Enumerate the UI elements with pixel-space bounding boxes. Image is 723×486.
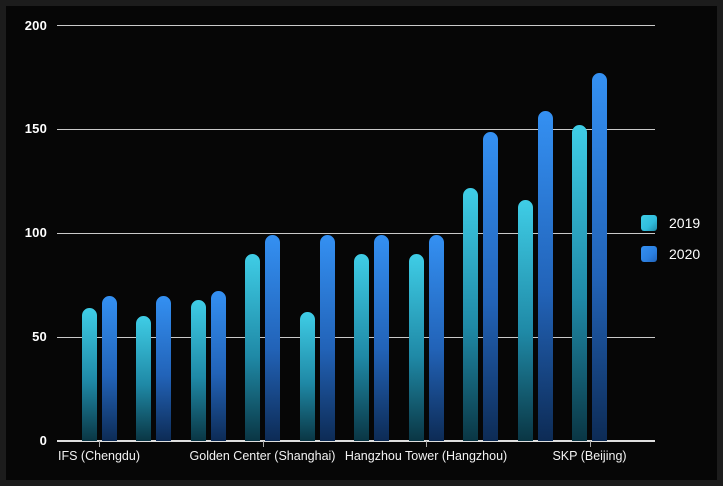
legend-swatch-2019 — [641, 215, 657, 231]
bar-2020-group-2 — [210, 291, 226, 441]
x-tick-1 — [262, 441, 264, 447]
y-tick-label-200: 200 — [24, 17, 47, 33]
gridline-150 — [57, 128, 655, 130]
x-axis-label-0: IFS (Chengdu) — [58, 449, 140, 463]
bar-2020-group-3 — [265, 235, 280, 441]
gridline-100 — [57, 232, 655, 234]
bar-2019-group-3 — [245, 254, 260, 441]
bar-2020-group-5 — [374, 235, 389, 441]
bar-2019-group-0 — [81, 308, 97, 441]
gridline-200 — [57, 25, 655, 27]
bar-2019-group-8 — [517, 200, 533, 441]
y-tick-label-0: 0 — [39, 433, 47, 448]
bar-2020-group-8 — [537, 110, 553, 441]
bar-2020-group-1 — [156, 295, 171, 441]
x-axis-label-3: SKP (Beijing) — [552, 449, 627, 463]
bar-2019-group-1 — [136, 316, 151, 441]
bar-2019-group-9 — [572, 125, 587, 441]
legend-label-2020: 2020 — [669, 246, 701, 262]
x-axis-label-2: Hangzhou Tower (Hangzhou) — [344, 449, 508, 463]
x-axis-label-1: Golden Center (Shanghai) — [189, 449, 336, 463]
bar-2020-group-0 — [101, 295, 117, 441]
y-tick-label-150: 150 — [24, 121, 47, 137]
bar-2019-group-2 — [190, 299, 206, 441]
x-tick-0 — [99, 441, 100, 447]
x-axis-line — [57, 440, 655, 442]
bar-2020-group-9 — [592, 73, 607, 441]
legend-item-2020[interactable]: 2020 — [641, 246, 700, 262]
bar-2019-group-4 — [299, 312, 315, 441]
bar-2020-group-4 — [319, 235, 335, 441]
bar-2020-group-7 — [483, 131, 498, 441]
y-tick-label-100: 100 — [24, 225, 47, 241]
x-tick-3 — [589, 441, 591, 447]
legend-swatch-2020 — [641, 246, 657, 262]
bar-2019-group-7 — [463, 187, 478, 441]
legend-label-2019: 2019 — [669, 215, 701, 231]
bar-2019-group-5 — [354, 254, 369, 441]
legend-item-2019[interactable]: 2019 — [641, 215, 700, 231]
bar-2019-group-6 — [408, 254, 424, 441]
y-tick-label-50: 50 — [32, 329, 47, 345]
x-tick-2 — [426, 441, 427, 447]
bar-2020-group-6 — [428, 235, 444, 441]
